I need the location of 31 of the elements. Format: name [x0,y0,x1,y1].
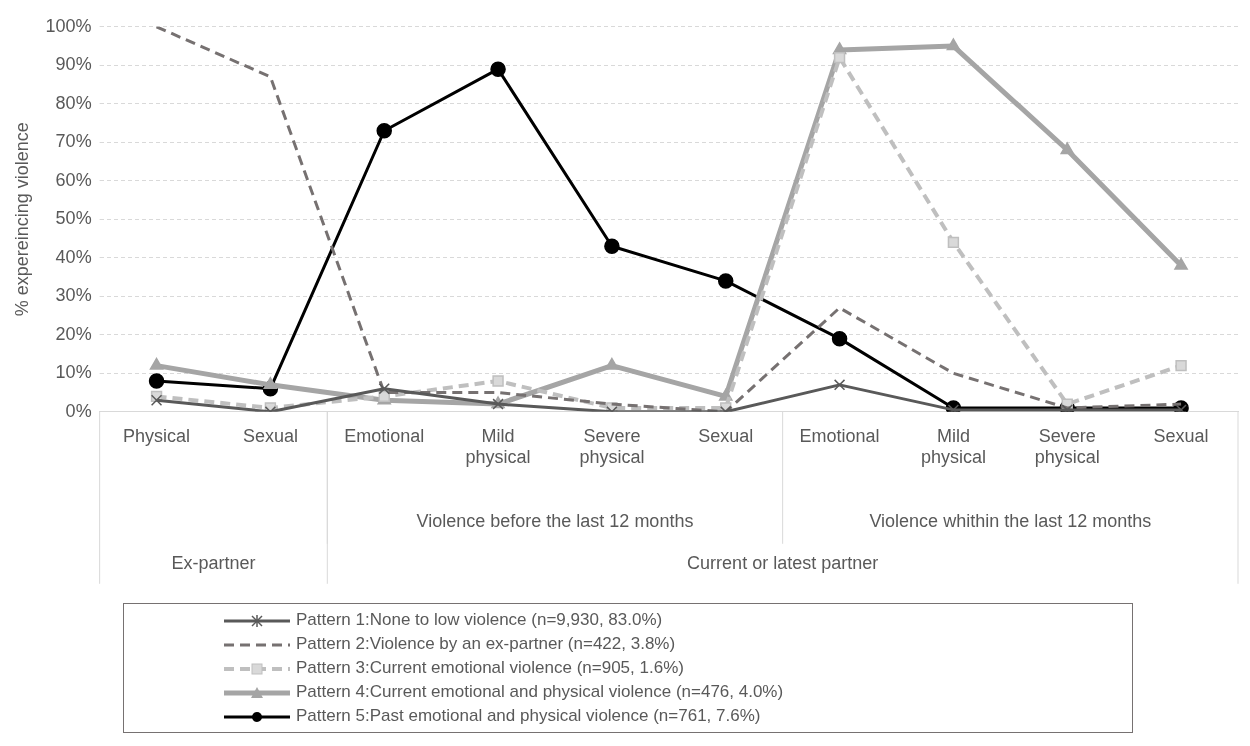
y-tick-label: 20% [55,323,92,344]
x-tick-label: Mild physical [920,425,986,468]
legend-label: Pattern 3:Current emotional violence (n=905, 1.6%) [296,658,684,677]
y-tick-label: 50% [55,208,92,229]
y-tick-label: 90% [55,54,92,75]
text: Current or latest partner [687,552,879,573]
x-tick-label: Sexual [242,425,298,446]
y-tick-label: 0% [65,400,92,421]
y-tick-label: 60% [55,169,92,190]
y-tick-label: 100% [45,15,92,36]
text: Violence whithin the last 12 months [869,510,1152,531]
y-tick-label: 40% [55,246,92,267]
y-tick-label: 80% [55,92,92,113]
y-tick-label: 10% [55,362,92,383]
x-tick-label: Physical [123,425,191,446]
x-tick-label: Mild physical [465,425,531,468]
legend-label: Pattern 5:Past emotional and physical violence (n=761, 7.6%) [296,706,761,725]
text: Ex-partner [171,552,256,573]
x-tick-label: Sexual [1153,425,1209,446]
y-axis-title: % expereincing violence [11,122,32,317]
legend-label: Pattern 4:Current emotional and physical violence (n=476, 4.0%) [296,682,784,701]
legend-label: Pattern 2:Violence by an ex-partner (n=422, 3.8%) [296,634,676,653]
x-tick-label: Emotional [344,425,425,446]
x-tick-label: Severe physical [1034,425,1100,468]
x-tick-label: Sexual [698,425,754,446]
legend-label: Pattern 1:None to low violence (n=9,930, 83.0%) [296,610,663,629]
x-tick-label: Emotional [799,425,880,446]
x-tick-label: Severe physical [579,425,645,468]
y-tick-label: 70% [55,131,92,152]
y-tick-label: 30% [55,285,92,306]
text: Violence before the last 12 months [416,510,694,531]
